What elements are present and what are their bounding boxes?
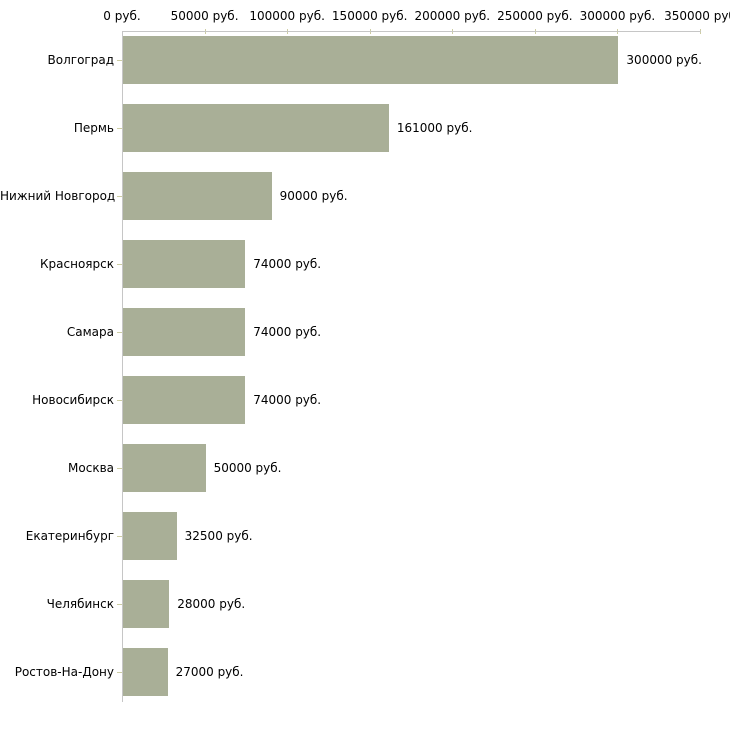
y-tick-mark (117, 128, 122, 129)
x-tick-label: 300000 руб. (579, 9, 656, 23)
value-label: 161000 руб. (396, 121, 473, 135)
x-tick-label: 350000 руб (664, 9, 730, 23)
plot-area: Волгоград 300000 руб. Пермь 161000 руб. Нижн… (0, 26, 730, 706)
x-tick-label: 0 руб. (103, 9, 141, 23)
x-tick-label: 200000 руб. (414, 9, 491, 23)
bar (123, 512, 177, 560)
category-label: Самара (66, 325, 114, 339)
bar-row: Новосибирск 74000 руб. (0, 366, 730, 434)
category-label: Пермь (73, 121, 114, 135)
bar (123, 376, 246, 424)
value-label: 27000 руб. (175, 665, 244, 679)
bar-row: Красноярск 74000 руб. (0, 230, 730, 298)
value-label: 32500 руб. (184, 529, 253, 543)
category-label: Челябинск (46, 597, 114, 611)
value-label: 50000 руб. (213, 461, 282, 475)
x-tick-label: 150000 руб. (331, 9, 408, 23)
category-label: Красноярск (40, 257, 114, 271)
bar-row: Самара 74000 руб. (0, 298, 730, 366)
x-axis-line (122, 31, 701, 32)
y-tick-mark (117, 196, 122, 197)
bar-row: Челябинск 28000 руб. (0, 570, 730, 638)
bar-row: Пермь 161000 руб. (0, 94, 730, 162)
category-label: Нижний Новгород (0, 189, 116, 203)
category-label: Ростов-На-Дону (14, 665, 114, 679)
value-label: 28000 руб. (177, 597, 246, 611)
y-tick-mark (117, 264, 122, 265)
category-label: Волгоград (47, 53, 114, 67)
y-tick-mark (117, 60, 122, 61)
category-label: Новосибирск (32, 393, 114, 407)
bar (123, 580, 170, 628)
bar-row: Екатеринбург 32500 руб. (0, 502, 730, 570)
bar (123, 444, 206, 492)
bar (123, 648, 168, 696)
bar (123, 104, 389, 152)
y-tick-mark (117, 536, 122, 537)
value-label: 300000 руб. (626, 53, 702, 67)
bar-row: Ростов-На-Дону 27000 руб. (0, 638, 730, 706)
x-tick-label: 100000 руб. (249, 9, 325, 23)
bar-row: Волгоград 300000 руб. (0, 26, 730, 94)
value-label: 74000 руб. (253, 393, 322, 407)
y-tick-mark (117, 400, 122, 401)
x-tick-label: 50000 руб. (170, 9, 239, 23)
x-tick-label: 250000 руб. (497, 9, 573, 23)
y-tick-mark (117, 332, 122, 333)
value-label: 90000 руб. (279, 189, 348, 203)
bar-row: Нижний Новгород 90000 руб. (0, 162, 730, 230)
y-tick-mark (117, 604, 122, 605)
bar (123, 36, 619, 84)
y-tick-mark (117, 468, 122, 469)
value-label: 74000 руб. (253, 325, 322, 339)
category-label: Екатеринбург (25, 529, 114, 543)
bar (123, 172, 272, 220)
category-label: Москва (68, 461, 114, 475)
y-tick-mark (117, 672, 122, 673)
bar-row: Москва 50000 руб. (0, 434, 730, 502)
bar (123, 240, 246, 288)
y-axis-line (122, 31, 123, 702)
bar (123, 308, 246, 356)
value-label: 74000 руб. (253, 257, 322, 271)
